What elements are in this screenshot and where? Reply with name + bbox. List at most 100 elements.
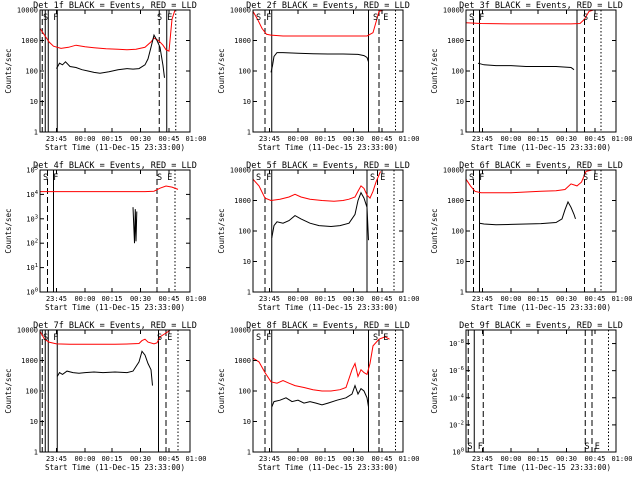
- x-tick-label: 01:00: [611, 455, 632, 463]
- plot-frame: [465, 169, 617, 293]
- x-tick-label: 00:45: [371, 295, 392, 303]
- x-tick-label: 01:00: [398, 135, 419, 143]
- x-tick-label: 00:00: [74, 295, 95, 303]
- y-tick-label: 105: [26, 166, 38, 175]
- y-tick-label: 100: [25, 388, 38, 396]
- y-tick-label: 10-2: [449, 420, 464, 429]
- chart-panel-9: Det 9f BLACK = Events, RED = LLD S F S E 10…: [430, 321, 633, 472]
- y-axis-label: Counts/sec: [430, 208, 439, 253]
- plot-frame: [465, 9, 617, 133]
- chart-title: Det 9f BLACK = Events, RED = LLD: [459, 321, 623, 331]
- y-tick-label: 10000: [443, 167, 464, 175]
- y-tick-label: 100: [238, 228, 251, 236]
- chart-title: Det 3f BLACK = Events, RED = LLD: [459, 1, 623, 11]
- phase-label: S E: [370, 173, 385, 183]
- y-tick-label: 10: [456, 258, 464, 266]
- x-tick-label: 00:30: [556, 455, 577, 463]
- chart-title: Det 4f BLACK = Events, RED = LLD: [33, 161, 197, 171]
- x-tick-label: 23:45: [259, 455, 280, 463]
- events-series-line: [479, 200, 576, 226]
- y-tick-label: 1000: [21, 37, 38, 45]
- chart-panel-6: Det 6f BLACK = Events, RED = LLD S F S E 1 1…: [430, 161, 633, 312]
- y-axis-label: Counts/sec: [4, 48, 13, 93]
- y-tick-label: 1: [247, 129, 251, 137]
- phase-label: S F: [469, 173, 484, 183]
- events-series-line: [271, 191, 369, 241]
- events-series-line: [56, 350, 153, 386]
- chart-title: Det 2f BLACK = Events, RED = LLD: [246, 1, 410, 11]
- y-tick-label: 100: [238, 388, 251, 396]
- y-axis-label: Counts/sec: [4, 208, 13, 253]
- chart-panel-5: Det 5f BLACK = Events, RED = LLD S F S E 1 1…: [217, 161, 420, 312]
- y-tick-label: 10: [30, 418, 38, 426]
- phase-label: S F: [469, 13, 484, 23]
- plot-frame: [252, 9, 404, 133]
- y-tick-label: 100: [451, 228, 464, 236]
- chart-title: Det 5f BLACK = Events, RED = LLD: [246, 161, 410, 171]
- lld-series-line: [40, 10, 176, 52]
- y-axis-label: Counts/sec: [430, 48, 439, 93]
- plot-frame: [252, 169, 404, 293]
- x-tick-label: 00:15: [527, 295, 548, 303]
- y-tick-label: 10: [30, 98, 38, 106]
- events-series-line: [271, 384, 369, 408]
- phase-label: S E: [583, 13, 598, 23]
- x-tick-label: 00:45: [371, 455, 392, 463]
- chart-panel-3: Det 3f BLACK = Events, RED = LLD S F S E 1 1…: [430, 1, 633, 152]
- x-axis-label: Start Time (11-Dec-15 23:33:00): [471, 463, 611, 472]
- x-tick-label: 00:15: [101, 295, 122, 303]
- y-tick-label: 10000: [17, 327, 38, 335]
- x-tick-label: 23:45: [472, 135, 493, 143]
- x-tick-label: 23:45: [46, 295, 67, 303]
- x-tick-label: 00:30: [343, 135, 364, 143]
- y-tick-label: 1: [460, 129, 464, 137]
- y-tick-label: 10: [243, 258, 251, 266]
- phase-label: S F: [256, 173, 271, 183]
- x-tick-label: 00:00: [500, 455, 521, 463]
- phase-label: S E: [157, 173, 172, 183]
- y-tick-label: 10000: [443, 7, 464, 15]
- x-tick-label: 23:45: [259, 295, 280, 303]
- lld-series-line: [253, 336, 390, 392]
- x-tick-label: 01:00: [611, 295, 632, 303]
- chart-title: Det 8f BLACK = Events, RED = LLD: [246, 321, 410, 331]
- x-tick-label: 00:00: [287, 455, 308, 463]
- chart-panel-2: Det 2f BLACK = Events, RED = LLD S F S E 1 1…: [217, 1, 420, 152]
- x-tick-label: 00:00: [287, 135, 308, 143]
- y-tick-label: 103: [26, 214, 38, 223]
- events-series-line: [56, 33, 165, 78]
- lld-series-line: [253, 171, 381, 202]
- chart-title: Det 7f BLACK = Events, RED = LLD: [33, 321, 197, 331]
- chart-title: Det 1f BLACK = Events, RED = LLD: [33, 1, 197, 11]
- x-tick-label: 01:00: [185, 295, 206, 303]
- phase-label: S E: [373, 13, 388, 23]
- lld-series-line: [466, 170, 593, 194]
- x-tick-label: 23:45: [46, 455, 67, 463]
- x-tick-label: 23:45: [259, 135, 280, 143]
- phase-label: S F: [43, 333, 58, 343]
- events-series-line: [477, 62, 575, 71]
- y-tick-label: 1: [34, 449, 38, 457]
- x-tick-label: 23:45: [46, 135, 67, 143]
- y-tick-label: 10: [243, 418, 251, 426]
- x-axis-label: Start Time (11-Dec-15 23:33:00): [45, 143, 185, 152]
- y-tick-label: 1: [460, 289, 464, 297]
- x-axis-label: Start Time (11-Dec-15 23:33:00): [471, 303, 611, 312]
- x-tick-label: 00:15: [314, 135, 335, 143]
- y-tick-label: 10: [243, 98, 251, 106]
- chart-title: Det 6f BLACK = Events, RED = LLD: [459, 161, 623, 171]
- x-tick-label: 01:00: [611, 135, 632, 143]
- plot-frame: [39, 169, 191, 293]
- y-axis-label: Counts/sec: [430, 368, 439, 413]
- plot-frame: [39, 9, 191, 133]
- y-tick-label: 10000: [230, 7, 251, 15]
- x-tick-label: 00:30: [343, 455, 364, 463]
